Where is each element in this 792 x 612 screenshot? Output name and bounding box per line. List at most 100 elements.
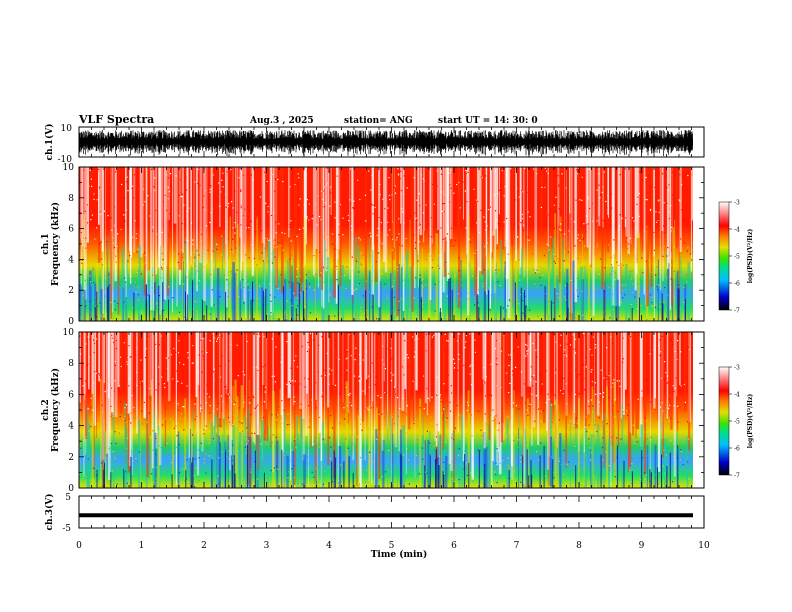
spectrogram-speckle (584, 335, 586, 337)
spectrogram-streak (417, 250, 419, 321)
spectrogram-spike (566, 282, 568, 321)
spectrogram-speckle (100, 213, 102, 215)
spectrogram-speckle (136, 216, 138, 218)
spectrogram-speckle (243, 302, 245, 304)
spectrogram-speckle (588, 424, 590, 426)
spectrogram-speckle (577, 295, 579, 297)
spectrogram-speckle (387, 184, 389, 186)
spectrogram-speckle (665, 175, 667, 177)
spectrogram-speckle (291, 449, 293, 451)
spectrogram-speckle (312, 275, 314, 277)
spectrogram-speckle (347, 410, 349, 412)
spectrogram-speckle (258, 283, 260, 285)
spectrogram-speckle (309, 332, 312, 334)
spectrogram-speckle (334, 384, 337, 386)
spectrogram-streak (136, 332, 138, 434)
spectrogram-speckle (403, 466, 406, 468)
spectrogram-streak (565, 332, 567, 469)
colorbar-tick-label: -4 (734, 392, 740, 399)
spectrogram-streak (173, 167, 177, 224)
spectrogram-speckle (256, 264, 258, 266)
spectrogram-speckle (204, 189, 207, 192)
spectrogram-streak (210, 167, 213, 307)
spectrogram-speckle (308, 456, 310, 458)
spectrogram-speckle (105, 277, 107, 279)
spectrogram-speckle (510, 477, 512, 479)
spectrogram-streak (225, 332, 228, 390)
spectrogram-speckle (422, 244, 424, 246)
spectrogram-streak (602, 332, 606, 468)
spectrogram-speckle (662, 255, 664, 257)
spectrogram-streak (610, 332, 613, 446)
spectrogram-speckle (199, 184, 201, 186)
spectrogram-speckle (447, 351, 449, 353)
spectrogram-speckle (453, 358, 455, 360)
spectrogram-speckle (377, 252, 379, 254)
spectrogram-speckle (406, 217, 409, 219)
spectrogram-speckle (158, 366, 160, 368)
spectrogram-speckle (381, 243, 383, 245)
spectrogram-spike (539, 455, 541, 488)
spectrogram-speckle (360, 310, 362, 312)
spectrogram-speckle (106, 232, 108, 234)
spectrogram-speckle (215, 479, 217, 481)
spectrogram-streak (88, 332, 90, 390)
spectrogram-speckle (579, 256, 581, 258)
spectrogram-speckle (148, 439, 151, 441)
time-tick-label: 7 (514, 541, 520, 551)
spectrogram-streak (465, 167, 468, 255)
spectrogram-speckle (232, 444, 234, 446)
spectrogram-speckle (114, 364, 116, 367)
spectrogram-streak (349, 167, 351, 280)
spectrogram-streak (392, 444, 394, 488)
spectrogram-speckle (553, 477, 555, 479)
spectrogram-speckle (443, 383, 445, 385)
spectrogram-speckle (443, 193, 445, 196)
spectrogram-streak (133, 167, 136, 253)
spectrogram-speckle (583, 223, 585, 225)
spectrogram-streak (623, 332, 625, 415)
spectrogram-speckle (531, 376, 533, 378)
spectrogram-speckle (397, 269, 399, 272)
spectrogram-streak (645, 167, 646, 306)
spectrogram-streak (590, 449, 592, 488)
spectrogram-speckle (163, 347, 165, 349)
spectrogram-speckle (643, 486, 645, 488)
colorbar-tick-label: -5 (734, 254, 740, 261)
spectrogram-streak (305, 279, 308, 321)
spectrogram-speckle (368, 235, 370, 237)
spectrogram-speckle (314, 404, 316, 406)
spectrogram-speckle (430, 344, 432, 346)
spectrogram-speckle (413, 234, 415, 236)
spectrogram-speckle (449, 344, 451, 347)
spectrogram-speckle (92, 289, 94, 291)
spectrogram-speckle (169, 435, 171, 437)
spectrogram-speckle (628, 341, 630, 343)
spectrogram-speckle (200, 442, 202, 444)
spectrogram-streak (143, 167, 146, 296)
spectrogram-speckle (570, 420, 572, 423)
spectrogram-speckle (590, 311, 592, 313)
spectrogram-speckle (239, 483, 241, 485)
spectrogram-streak (299, 332, 302, 409)
spectrogram-speckle (410, 284, 412, 286)
spectrogram-speckle (396, 236, 398, 239)
spectrogram-speckle (403, 374, 405, 376)
spectrogram-streak (263, 167, 265, 262)
spectrogram-speckle (137, 299, 139, 301)
spectrogram-speckle (476, 294, 478, 296)
spectrogram-speckle (195, 256, 197, 258)
spectrogram-speckle (317, 371, 319, 373)
spectrogram-speckle (268, 277, 270, 279)
spectrogram-speckle (540, 282, 542, 284)
spectrogram-speckle (261, 252, 263, 254)
spectrogram-speckle (598, 401, 600, 403)
spectrogram-speckle (183, 406, 185, 408)
spectrogram-speckle (230, 412, 232, 415)
spectrogram-speckle (645, 176, 647, 179)
spectrogram-speckle (494, 471, 496, 473)
spectrogram-speckle (142, 423, 144, 425)
spectrogram-speckle (116, 483, 118, 485)
spectrogram-speckle (232, 416, 234, 418)
spectrogram-speckle (276, 409, 278, 411)
